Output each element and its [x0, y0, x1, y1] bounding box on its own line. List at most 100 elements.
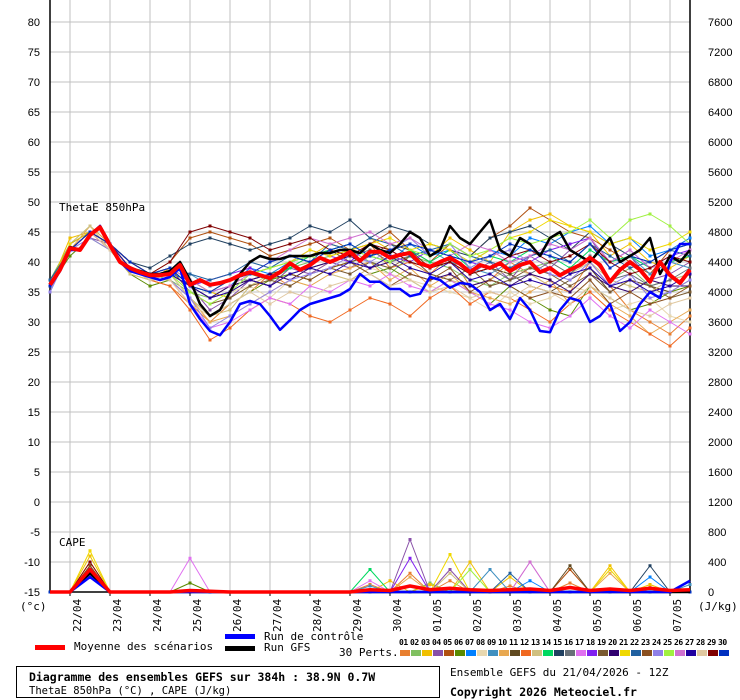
thetae-pert-28-point [648, 314, 652, 318]
thetae-pert-24-point [188, 296, 192, 300]
thetae-pert-28-point [288, 290, 292, 294]
x-tick-label: 29/04 [351, 599, 364, 632]
thetae-pert-30-point [508, 242, 512, 246]
cape-pert-25-point [468, 568, 472, 571]
thetae-pert-10-point [508, 302, 512, 306]
thetae-pert-12-point [688, 326, 692, 330]
legend-pert-id: 03 [421, 638, 430, 647]
thetae-pert-25-point [508, 236, 512, 240]
thetae-pert-23-point [648, 302, 652, 306]
cape-pert-18-point [408, 556, 412, 560]
thetae-pert-08-point [668, 314, 672, 318]
thetae-pert-04-point [208, 308, 212, 312]
cape-pert-01-point [508, 584, 512, 588]
cape-pert-23-point [88, 564, 92, 568]
thetae-pert-29-point [348, 254, 352, 258]
legend-pert-swatch [642, 650, 652, 656]
thetae-pert-21-point [568, 224, 572, 228]
cape-pert-17-point [188, 556, 192, 560]
thetae-pert-19-point [528, 266, 532, 270]
right-tick-label: 2400 [708, 407, 732, 419]
thetae-pert-22-point [228, 272, 232, 276]
thetae-pert-25-point [208, 302, 212, 306]
thetae-pert-29-point [608, 260, 612, 264]
legend-pert-id: 28 [696, 638, 705, 647]
thetae-pert-01-point [648, 320, 652, 324]
right-tick-label: 7200 [708, 47, 732, 59]
thetae-pert-17-point [608, 314, 612, 318]
x-tick-label: 28/04 [311, 599, 324, 632]
thetae-pert-12-point [548, 320, 552, 324]
thetae-pert-26-point [508, 260, 512, 264]
thetae-pert-24-point [328, 266, 332, 270]
thetae-pert-17-point [688, 332, 692, 336]
thetae-pert-12-point [168, 284, 172, 288]
thetae-pert-30-point [128, 260, 132, 264]
cape-pert-10-point [408, 575, 412, 579]
legend-pert-swatch [631, 650, 641, 656]
x-tick-label: 05/05 [591, 599, 604, 632]
legend-pert-swatch [532, 650, 542, 656]
legend-pert-id: 22 [630, 638, 639, 647]
thetae-pert-27-point [568, 272, 572, 276]
thetae-pert-24-point [228, 314, 232, 318]
thetae-pert-28-point [548, 290, 552, 294]
right-tick-label: 2000 [708, 437, 732, 449]
left-tick-label: 70 [28, 77, 40, 89]
thetae-pert-10-point [208, 320, 212, 324]
thetae-pert-19-point [448, 278, 452, 282]
left-tick-label: 65 [28, 107, 40, 119]
legend-pert-id: 19 [597, 638, 606, 647]
x-tick-label: 24/04 [151, 599, 164, 632]
thetae-pert-03-point [668, 266, 672, 270]
left-tick-label: 75 [28, 47, 40, 59]
thetae-pert-30-point [548, 254, 552, 258]
thetae-pert-12-point [368, 296, 372, 300]
cape-pert-03-point [468, 560, 472, 564]
thetae-pert-22-point [368, 236, 372, 240]
x-tick-label: 01/05 [431, 599, 444, 632]
legend-pert-swatch [477, 650, 487, 656]
legend-gfs-label: Run GFS [264, 641, 311, 654]
thetae-pert-19-point [488, 284, 492, 288]
thetae-pert-14-point [428, 260, 432, 264]
thetae-pert-18-point [248, 266, 252, 270]
cape-pert-03-point [88, 554, 92, 558]
cape-pert-13-point [448, 571, 452, 575]
thetae-pert-27-point [468, 278, 472, 282]
x-tick-label: 22/04 [71, 599, 84, 632]
thetae-pert-27-point [508, 284, 512, 288]
thetae-pert-27-point [288, 272, 292, 276]
thetae-pert-15-point [388, 224, 392, 228]
right-tick-label: 5200 [708, 197, 732, 209]
thetae-pert-17-point [328, 290, 332, 294]
cape-pert-03-point [648, 583, 652, 586]
thetae-pert-26-point [328, 242, 332, 246]
right-tick-label: 4800 [708, 227, 732, 239]
left-tick-label: 15 [28, 407, 40, 419]
legend-pert-swatch [422, 650, 432, 656]
thetae-pert-27-point [208, 296, 212, 300]
thetae-pert-30-point [428, 248, 432, 252]
thetae-pert-25-point [588, 218, 592, 222]
thetae-pert-28-point [668, 302, 672, 306]
right-tick-label: 6000 [708, 137, 732, 149]
thetae-pert-15-point [248, 248, 252, 252]
cape-pert-14-point [368, 568, 372, 571]
thetae-pert-10-point [348, 266, 352, 270]
x-tick-label: 07/05 [671, 599, 684, 632]
thetae-pert-17-point [368, 284, 372, 288]
thetae-pert-05-point [268, 254, 272, 258]
thetae-pert-29-point [188, 230, 192, 234]
thetae-pert-22-point [688, 254, 692, 258]
thetae-pert-25-point [568, 230, 572, 234]
legend-pert-id: 15 [553, 638, 562, 647]
legend-pert-swatch [455, 650, 465, 656]
right-tick-label: 6400 [708, 107, 732, 119]
legend-gfs-swatch [225, 646, 255, 651]
right-tick-label: 6800 [708, 77, 732, 89]
thetae-pert-25-point [268, 266, 272, 270]
thetae-pert-17-point [508, 308, 512, 312]
legend-mean-swatch [35, 645, 65, 650]
legend-pert-swatch [510, 650, 520, 656]
